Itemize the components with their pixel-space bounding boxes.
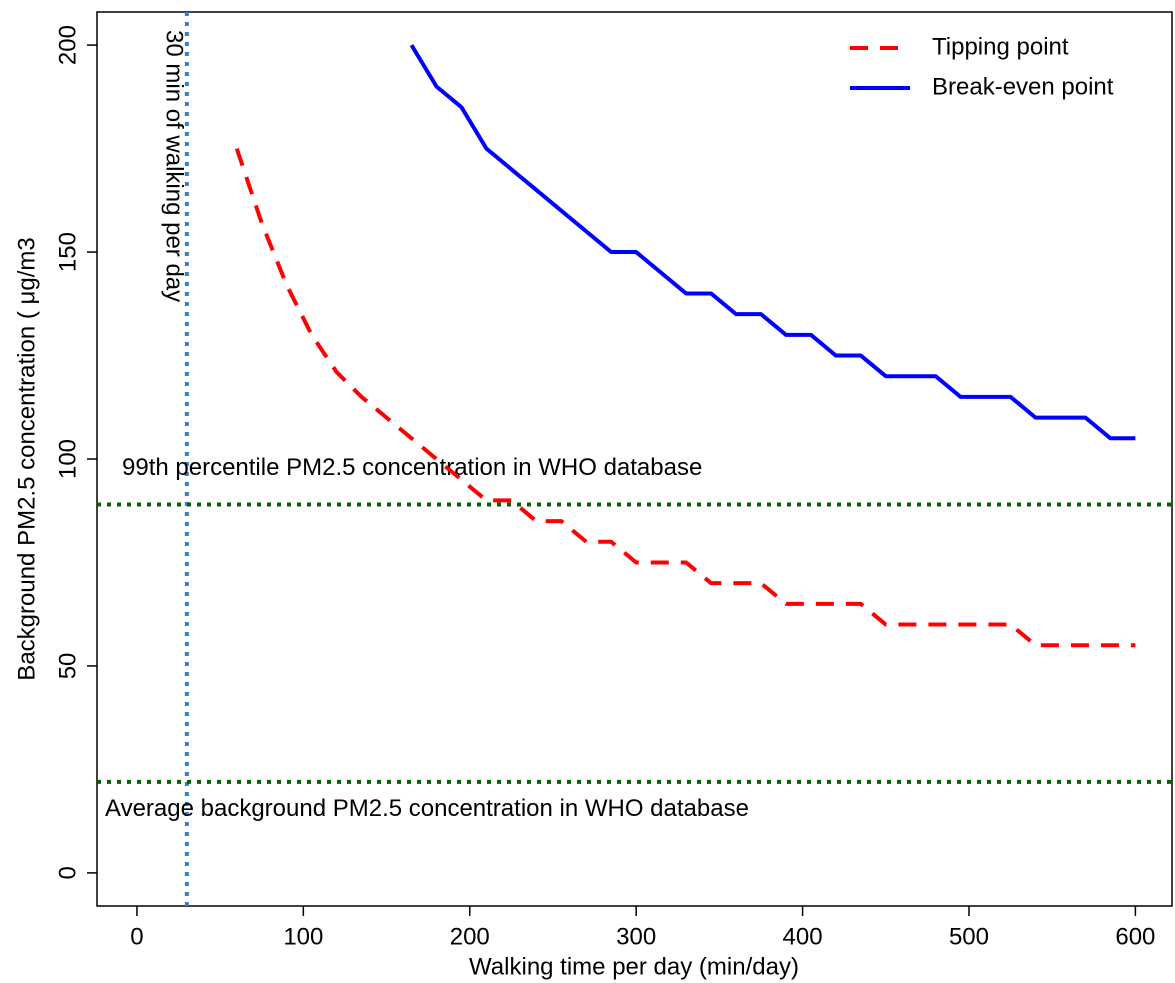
reference-label: Average background PM2.5 concentration i…	[105, 795, 749, 822]
x-tick-label: 500	[949, 923, 989, 950]
reference-label: 99th percentile PM2.5 concentration in W…	[122, 454, 702, 481]
y-axis-label: Background PM2.5 concentration ( μg/m3	[13, 237, 40, 680]
x-tick-label: 300	[616, 923, 656, 950]
series-line	[409, 44, 1136, 441]
series-line	[234, 147, 1136, 648]
reference-label: 30 min of walking per day	[161, 30, 188, 302]
y-tick-label: 200	[54, 25, 81, 65]
x-tick-label: 200	[450, 923, 490, 950]
x-axis-label: Walking time per day (min/day)	[469, 953, 799, 980]
x-tick-label: 100	[283, 923, 323, 950]
y-tick-label: 100	[54, 439, 81, 479]
x-tick-label: 600	[1115, 923, 1155, 950]
legend-label: Tipping point	[932, 33, 1069, 60]
legend-label: Break-even point	[932, 73, 1114, 100]
y-tick-label: 0	[54, 866, 81, 879]
x-tick-label: 0	[130, 923, 143, 950]
y-tick-label: 50	[54, 653, 81, 680]
x-tick-label: 400	[783, 923, 823, 950]
y-tick-label: 150	[54, 232, 81, 272]
